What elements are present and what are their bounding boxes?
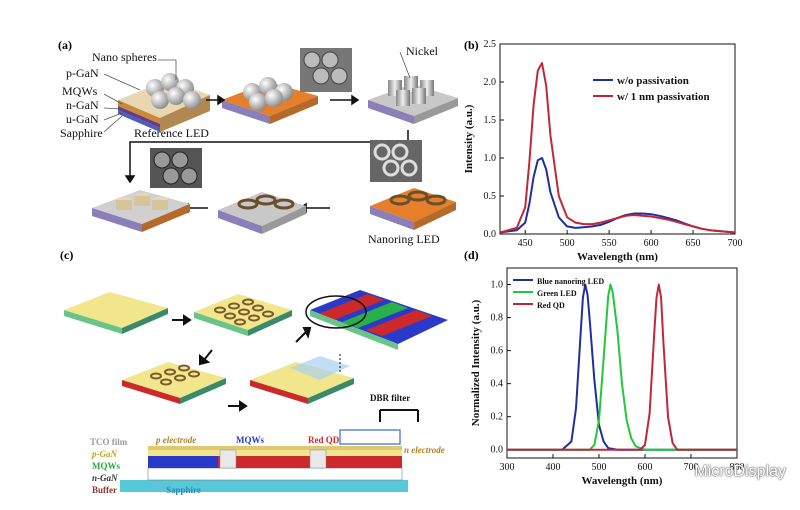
x-tick-label: 300 <box>500 462 515 473</box>
n-electrode-label: n electrode <box>404 445 445 455</box>
x-tick-label: 500 <box>560 238 575 249</box>
x-tick-label: 650 <box>686 238 701 249</box>
legend-label: w/ 1 nm passivation <box>617 91 710 103</box>
y-tick-label: 0.2 <box>491 412 504 423</box>
stack-label-mqws: MQWs <box>92 461 120 471</box>
nanoring-led-wafer <box>370 188 456 230</box>
y-axis-label: Normalized Intensity (a.u.) <box>470 299 482 426</box>
legend-label: Blue nanoring LED <box>537 277 604 286</box>
x-tick-label: 700 <box>728 238 743 249</box>
panel-a-letter: (a) <box>58 38 72 52</box>
rgb-pixel-array <box>305 290 448 350</box>
y-tick-label: 0.8 <box>491 313 504 324</box>
x-tick-label: 600 <box>638 462 653 473</box>
x-tick-label: 600 <box>644 238 659 249</box>
sem-inset-rods <box>150 148 202 188</box>
layer-label-u-gan: u-GaN <box>66 112 99 126</box>
series-line <box>499 62 736 234</box>
p-electrode-label: p electrode <box>156 435 197 445</box>
series-line <box>507 283 737 451</box>
panel-d-letter: (d) <box>464 248 479 262</box>
chart-b-intensity: 450 500 550 600 650 700 0.0 0.5 1.0 1.5 2.0 2.5 Wave… <box>463 39 743 263</box>
series-line <box>507 283 737 451</box>
nano-spheres-label: Nano spheres <box>92 50 157 64</box>
reference-led-wafer <box>118 73 210 132</box>
series-line <box>507 283 737 451</box>
mqws-top-label: MQWs <box>236 435 264 445</box>
qd-chip <box>122 362 226 404</box>
stack-label-tco: TCO film <box>90 437 128 447</box>
legend-label: w/o passivation <box>617 75 689 87</box>
y-tick-label: 0.0 <box>491 445 504 456</box>
reference-led-label: Reference LED <box>134 126 209 140</box>
stack-label-p-gan: p-GaN <box>92 449 117 459</box>
y-tick-label: 1.5 <box>484 115 497 126</box>
y-tick-label: 0.4 <box>491 379 504 390</box>
stack-label-sapphire: Sapphire <box>166 485 201 495</box>
nanoring-chip <box>194 294 292 336</box>
y-tick-label: 1.0 <box>484 153 497 164</box>
x-axis-label: Wavelength (nm) <box>577 251 658 263</box>
stack-label-n-gan: n-GaN <box>92 473 118 483</box>
chart-d-normalized: 300 400 500 600 700 800 0.0 0.2 0.4 0.6 0.8 1.0 Wave… <box>470 267 745 487</box>
y-tick-label: 0.5 <box>484 191 497 202</box>
panel-c-schematic <box>64 290 448 492</box>
ring-wafer <box>218 192 306 234</box>
panel-d: 300 400 500 600 700 800 0.0 0.2 0.4 0.6 0.8 1.0 Wave… <box>455 244 755 499</box>
y-axis-label: Intensity (a.u.) <box>463 104 475 173</box>
y-tick-label: 0.6 <box>491 346 504 357</box>
nickel-label: Nickel <box>406 44 438 58</box>
legend-label: Green LED <box>537 289 577 298</box>
process-arrows-c <box>172 314 419 422</box>
x-tick-label: 500 <box>592 462 607 473</box>
leader-lines <box>103 51 411 133</box>
y-tick-label: 0.0 <box>484 229 497 240</box>
watermark-text: MicroDisplay <box>694 463 786 480</box>
device-cross-section <box>120 429 408 492</box>
y-tick-label: 1.0 <box>491 280 504 291</box>
x-axis-label: Wavelength (nm) <box>582 475 663 487</box>
x-tick-label: 400 <box>546 462 561 473</box>
sem-inset-spheres <box>300 48 352 92</box>
x-tick-label: 700 <box>684 462 699 473</box>
red-qd-label: Red QD <box>308 435 340 445</box>
y-tick-label: 2.0 <box>484 77 497 88</box>
legend-label: Red QD <box>537 301 565 310</box>
sem-inset-rings <box>370 140 422 182</box>
layer-label-p-gan: p-GaN <box>66 66 99 80</box>
x-tick-label: 800 <box>730 462 745 473</box>
plot-frame <box>499 43 736 235</box>
panel-b-letter: (b) <box>464 38 479 52</box>
nano-sphere-group <box>146 73 201 109</box>
dbr-filter-label: DBR filter <box>370 393 411 403</box>
x-tick-label: 450 <box>518 238 533 249</box>
panel-b: 450 500 550 600 650 700 0.0 0.5 1.0 1.5 2.0 2.5 Wave… <box>455 32 755 277</box>
dbr-chip <box>250 354 354 404</box>
panel-c-letter: (c) <box>60 248 74 262</box>
layer-label-mqws: MQWs <box>62 84 98 98</box>
layer-label-n-gan: n-GaN <box>66 98 99 112</box>
layer-label-sapphire: Sapphire <box>60 126 103 140</box>
panel-a-schematic <box>92 48 458 234</box>
x-tick-label: 550 <box>602 238 617 249</box>
stack-label-buffer: Buffer <box>92 485 117 495</box>
cylinder-wafer <box>92 190 190 232</box>
plain-chip <box>64 292 168 334</box>
nickel-wafer <box>368 76 458 124</box>
y-tick-label: 2.5 <box>484 39 497 50</box>
plot-frame <box>506 267 738 459</box>
orange-wafer-spheres <box>222 77 318 124</box>
nanoring-led-label: Nanoring LED <box>368 232 440 246</box>
